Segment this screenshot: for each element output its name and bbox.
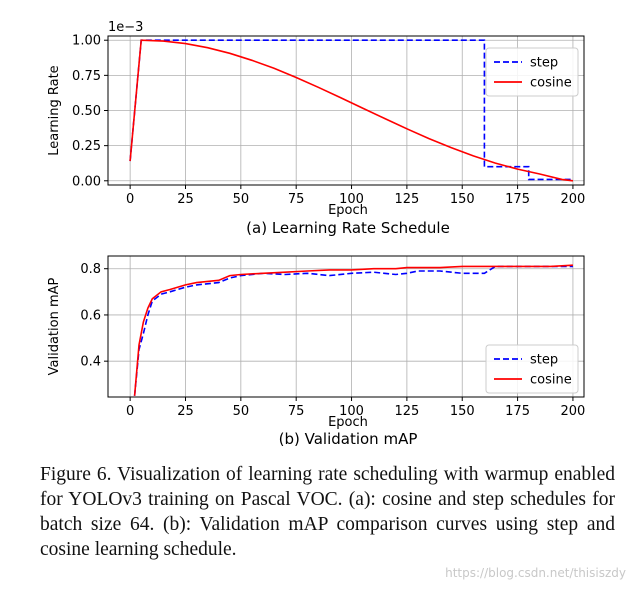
x-tick-label: 150 (450, 404, 475, 419)
legend-label-step: step (530, 353, 558, 368)
y-scale-note: 1e−3 (108, 20, 143, 35)
x-tick-label: 125 (394, 404, 419, 419)
y-tick-label: 0.8 (80, 262, 101, 277)
legend: step cosine (485, 47, 579, 97)
legend-box (485, 344, 579, 394)
legend-label-cosine: cosine (530, 76, 572, 91)
figure: 0 25 50 75 100 125 150 175 200 0.00 0.25 0.50 0.75 1.… (47, 20, 586, 448)
x-tick-label: 175 (505, 192, 530, 207)
x-tick-label: 75 (288, 404, 305, 419)
x-tick-label: 150 (450, 192, 475, 207)
x-axis-label: Epoch (328, 415, 368, 430)
x-tick-label: 75 (288, 192, 305, 207)
x-tick-label: 125 (394, 192, 419, 207)
y-axis-label: Learning Rate (47, 65, 62, 155)
series-line-cosine (133, 264, 573, 396)
series-line-cosine (129, 39, 574, 182)
x-axis-label: Epoch (328, 203, 368, 218)
legend-box (485, 47, 579, 97)
y-tick-label: 0.4 (80, 355, 101, 370)
x-tick-label: 200 (561, 404, 586, 419)
legend-label-step: step (530, 56, 558, 71)
legend: step cosine (485, 344, 579, 394)
chart-subtitle: (b) Validation mAP (279, 430, 418, 448)
x-tick-label: 100 (339, 404, 364, 419)
figure-caption: Figure 6. Visualization of learning rate… (40, 464, 615, 560)
y-tick-label: 0.00 (72, 174, 101, 189)
series-line-step (133, 265, 573, 396)
y-axis-label: Validation mAP (47, 277, 62, 375)
y-tick-label: 0.6 (80, 308, 101, 323)
y-tick-label: 0.25 (72, 139, 101, 154)
legend-label-cosine: cosine (530, 373, 572, 388)
x-tick-label: 100 (339, 192, 364, 207)
x-tick-label: 25 (177, 192, 194, 207)
x-tick-label: 0 (126, 192, 134, 207)
y-tick-label: 0.50 (72, 104, 101, 119)
watermark: https://blog.csdn.net/thisiszdy (445, 566, 626, 580)
y-tick-label: 1.00 (72, 34, 101, 49)
y-tick-label: 0.75 (72, 69, 101, 84)
x-tick-label: 200 (561, 192, 586, 207)
chart-validation-map: 0 25 50 75 100 125 150 175 200 0.4 0.6 0.8 Epoch Vali… (47, 255, 586, 448)
axes-frame (107, 255, 585, 398)
chart-subtitle: (a) Learning Rate Schedule (246, 219, 450, 237)
x-tick-label: 175 (505, 404, 530, 419)
x-tick-label: 0 (126, 404, 134, 419)
chart-learning-rate: 0 25 50 75 100 125 150 175 200 0.00 0.25 0.50 0.75 1.… (47, 20, 585, 237)
x-tick-label: 50 (233, 404, 250, 419)
x-tick-label: 50 (233, 192, 250, 207)
x-tick-label: 25 (177, 404, 194, 419)
